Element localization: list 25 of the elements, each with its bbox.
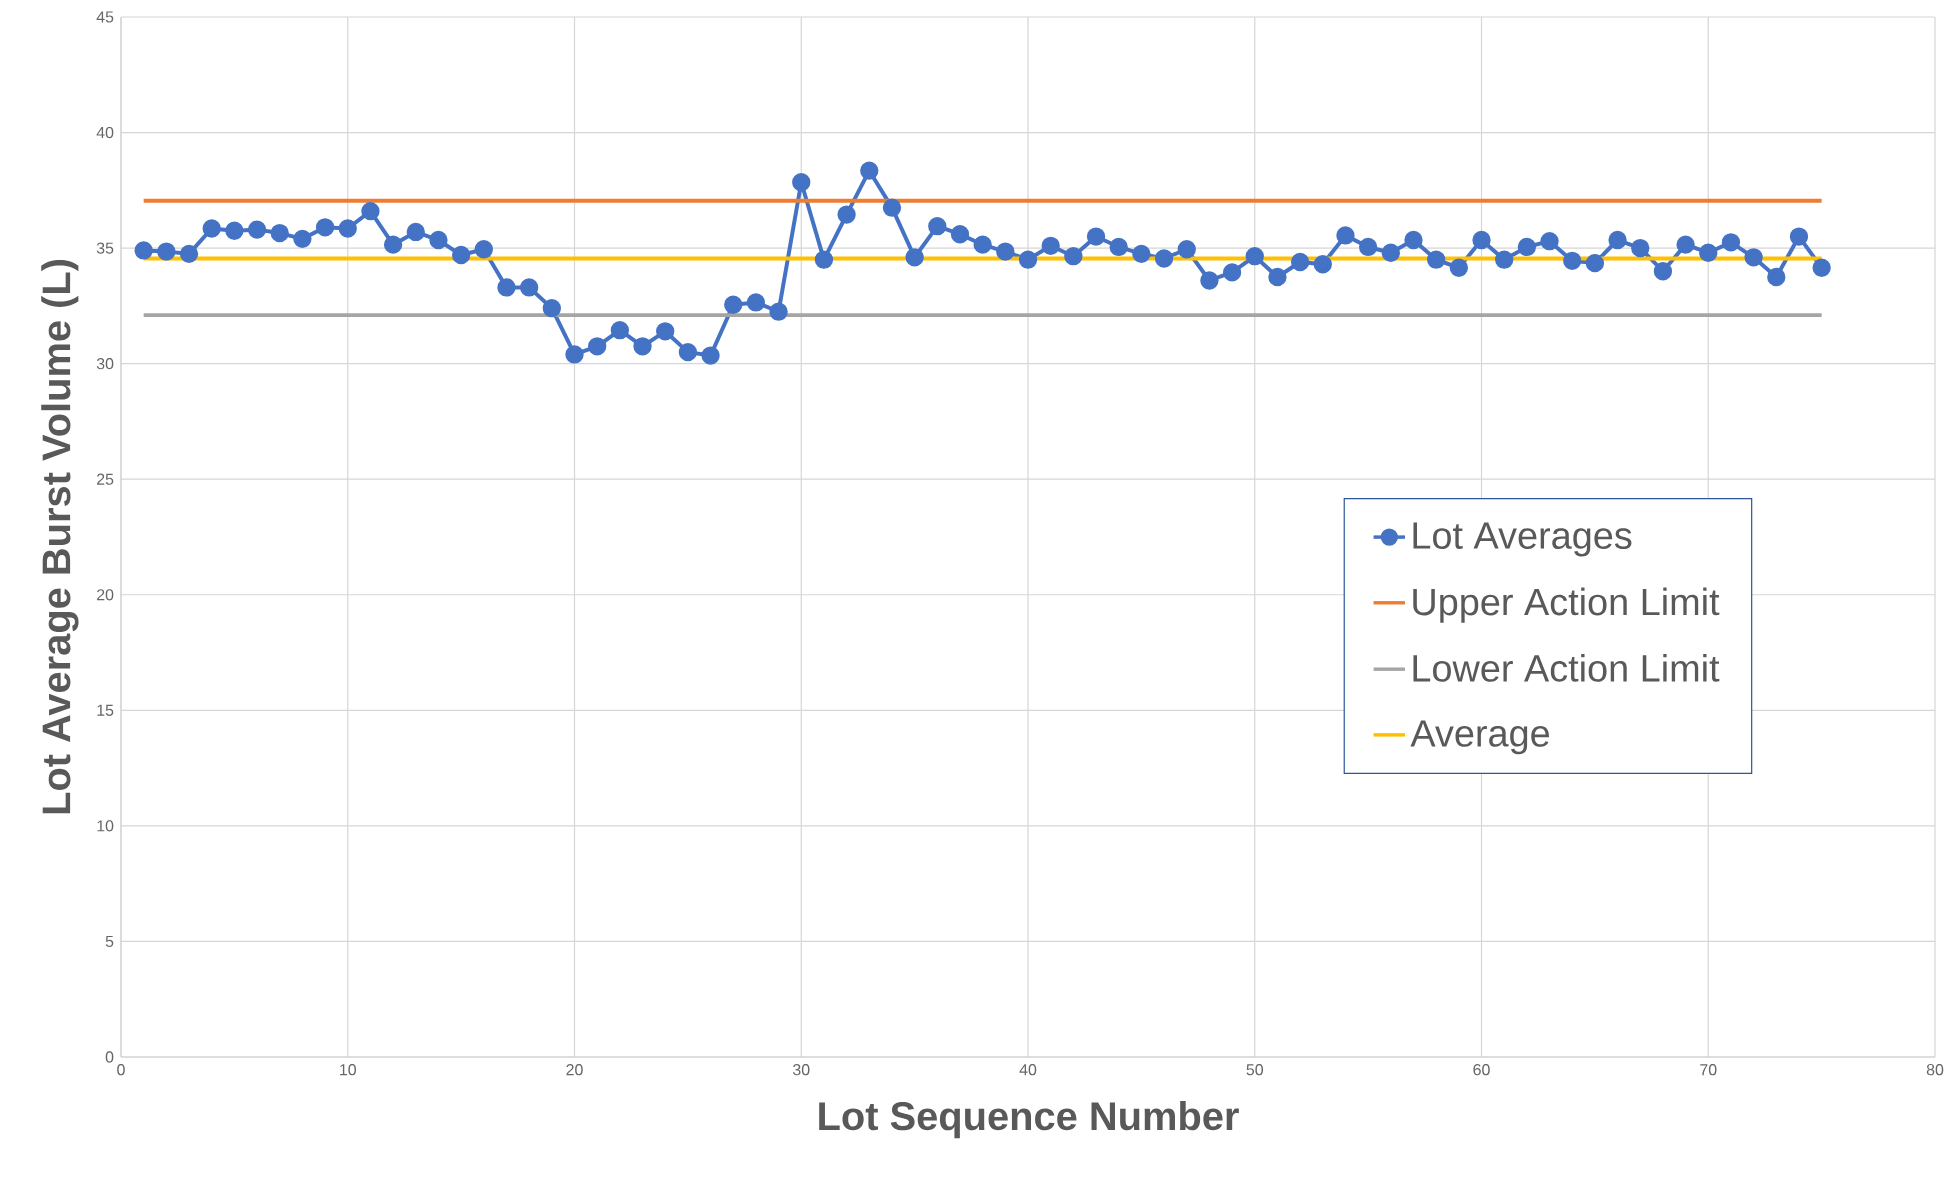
legend-label: Lot Averages (1413, 522, 1632, 557)
y-tick-label: 10 (97, 820, 114, 832)
y-tick-label: 5 (105, 935, 114, 948)
x-tick-label: 20 (566, 1064, 583, 1076)
legend-label: Lower Action Limit (1413, 653, 1720, 682)
legend-label: Average (1410, 720, 1550, 755)
x-tick-label: 60 (1473, 1064, 1490, 1076)
x-tick-label: 0 (117, 1064, 125, 1076)
x-tick-label: 10 (340, 1064, 356, 1076)
x-tick-label: 30 (792, 1064, 810, 1076)
y-axis-title: Lot Average Burst Volume (L) (41, 260, 79, 814)
y-tick-label: 35 (96, 242, 114, 254)
y-tick-label: 40 (96, 126, 114, 139)
x-tick-label: 70 (1700, 1064, 1717, 1076)
y-tick-label: 15 (97, 704, 114, 716)
y-tick-label: 20 (97, 589, 114, 601)
x-tick-label: 80 (1926, 1064, 1944, 1076)
y-tick-label: 30 (96, 358, 114, 370)
x-tick-label: 40 (1019, 1064, 1037, 1076)
x-tick-label: 50 (1246, 1064, 1264, 1076)
y-tick-label: 45 (96, 11, 114, 23)
y-tick-label: 25 (97, 473, 114, 485)
legend-label: Upper Action Limit (1413, 587, 1720, 623)
y-tick-label: 0 (105, 1051, 114, 1063)
x-axis-title: Lot Sequence Number (819, 1101, 1239, 1139)
